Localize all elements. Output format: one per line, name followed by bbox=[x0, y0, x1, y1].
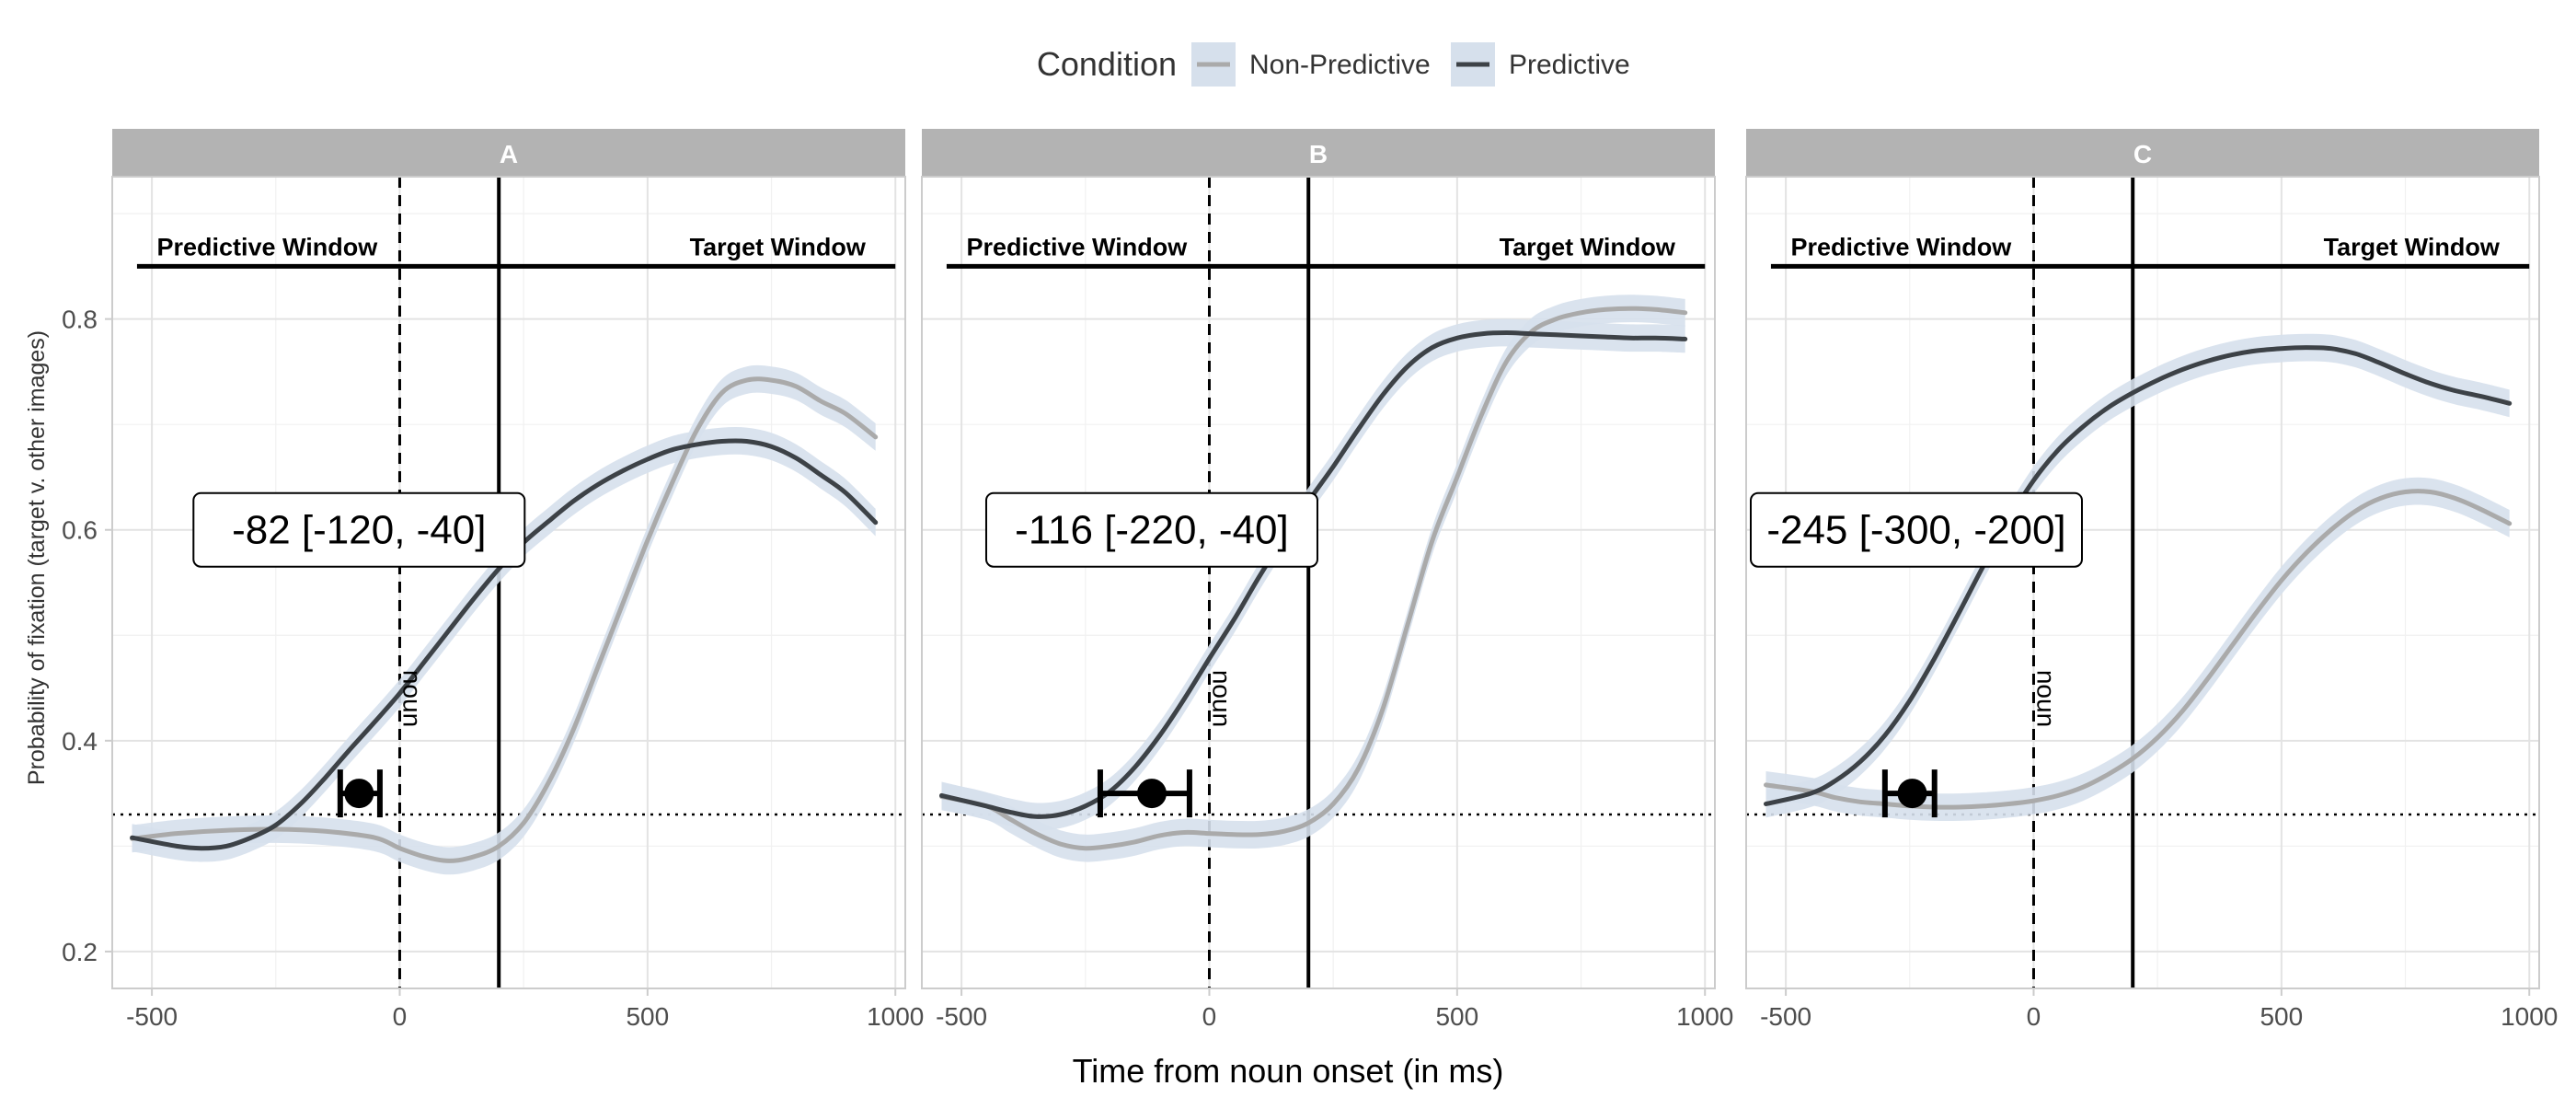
x-tick-label: 1000 bbox=[1676, 1002, 1733, 1031]
estimate-label: -116 [-220, -40] bbox=[984, 491, 1318, 568]
y-tick-label: 0.6 bbox=[62, 516, 98, 545]
estimate-label-text: -116 [-220, -40] bbox=[1015, 508, 1289, 553]
x-tick-label: 0 bbox=[1202, 1002, 1217, 1031]
panel-border bbox=[1745, 176, 2540, 989]
target-window-label: Target Window bbox=[2324, 233, 2501, 260]
estimate-point bbox=[344, 779, 374, 809]
y-tick-label: 0.2 bbox=[62, 938, 98, 966]
legend-label-predictive: Predictive bbox=[1509, 50, 1630, 80]
estimate-label: -245 [-300, -200] bbox=[1750, 491, 2083, 568]
target-window-label: Target Window bbox=[1500, 233, 1676, 260]
predictive-window-label: Predictive Window bbox=[156, 233, 378, 260]
legend-title: Condition bbox=[1037, 45, 1177, 83]
target-window-label: Target Window bbox=[690, 233, 867, 260]
confidence-ribbon bbox=[1765, 333, 2510, 818]
estimate-point bbox=[1897, 779, 1927, 809]
estimate-label-box bbox=[984, 491, 1318, 568]
grid bbox=[112, 177, 905, 988]
series-line-non-predictive bbox=[130, 376, 879, 863]
series-group bbox=[1764, 333, 2513, 822]
noun-label: noun bbox=[2031, 670, 2060, 727]
facet-strip bbox=[922, 129, 1715, 177]
panel-a: A Predictive Window Target Window noun -82 [… bbox=[62, 129, 924, 1031]
x-tick-label: 500 bbox=[1435, 1002, 1478, 1031]
noun-label: noun bbox=[397, 670, 426, 727]
estimate-interval bbox=[337, 769, 383, 818]
estimate-interval bbox=[1881, 769, 1938, 818]
estimate-label-box bbox=[1750, 491, 2083, 568]
panel-c: C Predictive Window Target Window noun -245 … bbox=[1745, 129, 2558, 1031]
confidence-ribbon bbox=[941, 318, 1685, 831]
series-line-predictive bbox=[939, 330, 1688, 819]
facet-strip-label: B bbox=[1309, 140, 1328, 168]
confidence-ribbon bbox=[132, 364, 876, 875]
facet-strip-label: C bbox=[2133, 140, 2152, 168]
x-tick-label: 500 bbox=[2260, 1002, 2303, 1031]
predictive-window-label: Predictive Window bbox=[966, 233, 1188, 260]
x-tick-label: 1000 bbox=[867, 1002, 924, 1031]
x-axis-title: Time from noun onset (in ms) bbox=[1073, 1052, 1504, 1090]
x-tick-label: -500 bbox=[1760, 1002, 1811, 1031]
facet-strip-label: A bbox=[500, 140, 518, 168]
facet-strip bbox=[1746, 129, 2539, 177]
series-group bbox=[130, 364, 879, 875]
x-tick-label: 0 bbox=[2027, 1002, 2041, 1031]
panel-b: B Predictive Window Target Window noun -116 … bbox=[921, 129, 1733, 1031]
y-tick-label: 0.8 bbox=[62, 306, 98, 334]
facet-panels: A Predictive Window Target Window noun -82 [… bbox=[62, 129, 2558, 1031]
noun-label: noun bbox=[1207, 670, 1236, 727]
legend: Condition Non-Predictive Predictive bbox=[1037, 42, 1630, 87]
x-tick-label: 0 bbox=[393, 1002, 408, 1031]
x-tick-label: 1000 bbox=[2501, 1002, 2558, 1031]
y-tick-label: 0.4 bbox=[62, 727, 98, 756]
estimate-point bbox=[1136, 779, 1167, 809]
panel-border bbox=[921, 176, 1716, 989]
grid bbox=[1746, 177, 2539, 988]
series-group bbox=[939, 295, 1688, 862]
series-line-non-predictive bbox=[939, 306, 1688, 851]
estimate-label-text: -245 [-300, -200] bbox=[1766, 508, 2065, 553]
legend-label-non-predictive: Non-Predictive bbox=[1249, 50, 1431, 80]
x-tick-label: -500 bbox=[126, 1002, 178, 1031]
predictive-window-label: Predictive Window bbox=[1790, 233, 2012, 260]
estimate-label-text: -82 [-120, -40] bbox=[232, 508, 486, 553]
panel-border bbox=[111, 176, 906, 989]
facet-strip bbox=[112, 129, 905, 177]
y-axis-title: Probability of fixation (target v. other… bbox=[24, 330, 50, 785]
x-tick-label: -500 bbox=[936, 1002, 987, 1031]
estimate-label: -82 [-120, -40] bbox=[192, 491, 526, 568]
estimate-label-box bbox=[192, 491, 526, 568]
confidence-ribbon bbox=[941, 295, 1685, 862]
x-tick-label: 500 bbox=[626, 1002, 669, 1031]
confidence-ribbon bbox=[132, 427, 876, 862]
estimate-interval bbox=[1097, 769, 1192, 818]
series-line-predictive bbox=[1764, 345, 2513, 806]
